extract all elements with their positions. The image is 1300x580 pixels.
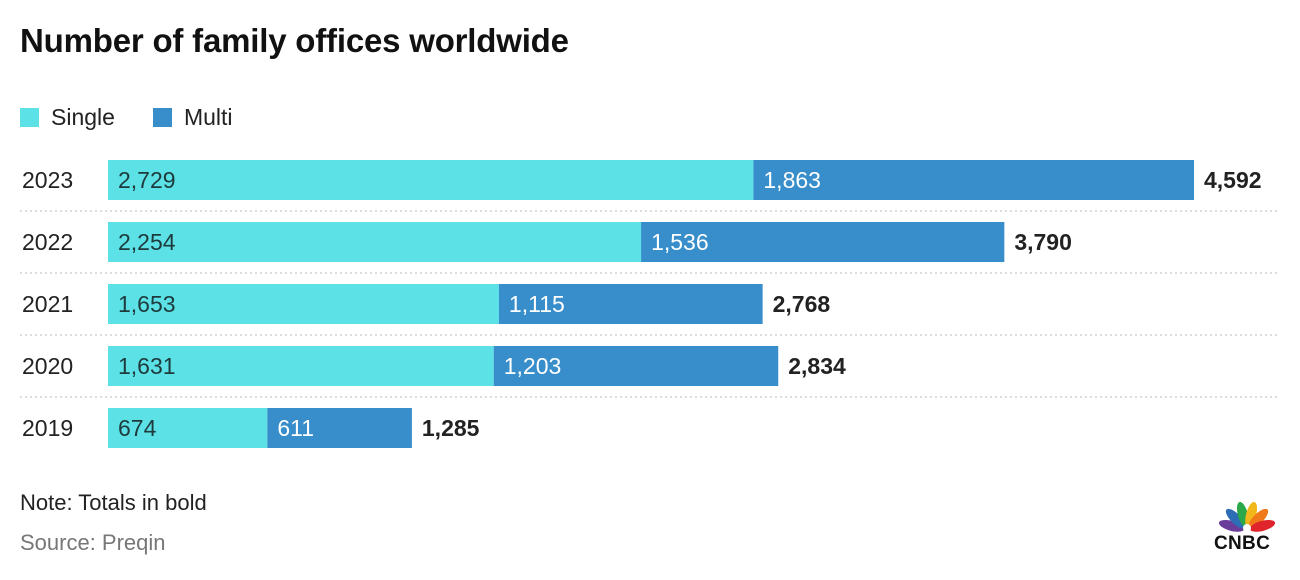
bar-segment-multi	[498, 284, 763, 324]
cnbc-logo-text: CNBC	[1214, 533, 1271, 554]
data-label-multi: 1,536	[651, 229, 709, 255]
category-label: 2022	[22, 229, 73, 255]
bar-segment-single	[108, 222, 642, 262]
data-label-single: 1,653	[118, 291, 176, 317]
stacked-bar-chart: 2023 2,729 1,863 4,592 2022 2,254 1,536 3,790 20…	[20, 160, 1278, 448]
category-label: 2019	[22, 415, 73, 441]
category-label: 2020	[22, 353, 73, 379]
bar-segment-single	[108, 346, 494, 386]
data-label-multi: 1,115	[509, 291, 565, 317]
chart-note: Note: Totals in bold	[20, 490, 207, 515]
legend-label-multi: Multi	[183, 104, 233, 130]
data-label-single: 2,729	[118, 167, 176, 193]
total-label: 1,285	[422, 415, 480, 441]
bar-segment-multi	[267, 408, 412, 448]
bar-segment-multi	[641, 222, 1005, 262]
category-label: 2023	[22, 167, 73, 193]
data-label-single: 674	[118, 415, 157, 441]
legend-label-single: Single	[51, 104, 115, 130]
bar-segment-single	[108, 408, 268, 448]
legend: Single Multi	[20, 104, 271, 131]
data-label-single: 2,254	[118, 229, 176, 255]
nbc-peacock-icon	[1218, 501, 1276, 532]
total-label: 2,834	[788, 353, 846, 379]
bar-segment-single	[108, 160, 754, 200]
chart-source: Source: Preqin	[20, 530, 166, 555]
legend-swatch-single	[20, 108, 39, 127]
chart-title: Number of family offices worldwide	[20, 22, 569, 59]
data-label-multi: 611	[277, 415, 314, 441]
data-label-multi: 1,863	[763, 167, 821, 193]
legend-item-single: Single	[20, 104, 115, 131]
bar-segment-single	[108, 284, 499, 324]
legend-item-multi: Multi	[152, 104, 233, 131]
data-label-single: 1,631	[118, 353, 176, 379]
legend-swatch-multi	[152, 108, 172, 127]
total-label: 3,790	[1014, 229, 1072, 255]
bar-segment-multi	[753, 160, 1194, 200]
total-label: 2,768	[773, 291, 831, 317]
category-label: 2021	[22, 291, 73, 317]
data-label-multi: 1,203	[504, 353, 562, 379]
bar-segment-multi	[493, 346, 779, 386]
total-label: 4,592	[1204, 167, 1262, 193]
